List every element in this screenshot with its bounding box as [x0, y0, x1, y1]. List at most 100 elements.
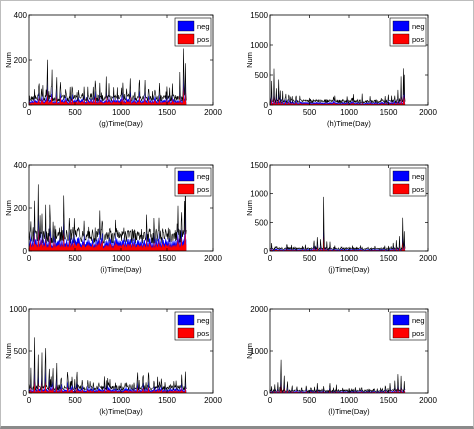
x-tick-label: 1500 [158, 396, 176, 405]
y-axis-label: Num [4, 200, 13, 216]
x-axis-label: (h)Time(Day) [327, 119, 371, 128]
legend-label-neg: neg [412, 22, 425, 31]
y-tick-label: 500 [255, 218, 269, 227]
y-tick-label: 1000 [250, 190, 268, 199]
x-axis-label: (k)Time(Day) [99, 407, 143, 416]
y-tick-label: 0 [23, 389, 28, 398]
x-tick-label: 0 [27, 108, 32, 117]
y-axis-label: Num [4, 52, 13, 68]
legend-label-neg: neg [197, 316, 210, 325]
y-tick-label: 1000 [250, 41, 268, 50]
series-neg-k [29, 359, 187, 393]
x-tick-label: 1500 [380, 396, 398, 405]
y-tick-label: 1000 [250, 347, 268, 356]
legend-swatch-neg [392, 20, 410, 32]
x-axis-label: (i)Time(Day) [100, 265, 142, 274]
x-tick-label: 2000 [204, 254, 222, 263]
y-axis-label: Num [245, 52, 254, 68]
series-trace-l [269, 359, 406, 394]
x-axis-label: (l)Time(Day) [328, 407, 370, 416]
y-tick-label: 400 [14, 11, 28, 20]
x-tick-label: 0 [268, 396, 273, 405]
legend-label-pos: pos [197, 35, 209, 44]
x-tick-label: 2000 [204, 396, 222, 405]
series-pos-h [270, 94, 406, 105]
y-tick-label: 400 [14, 161, 28, 170]
x-axis-label: (g)Time(Day) [99, 119, 143, 128]
legend-k: neg pos [174, 311, 212, 341]
x-tick-label: 1500 [380, 254, 398, 263]
y-tick-label: 200 [14, 56, 28, 65]
subplot-i: 0 500 1000 1500 2000 0 200 400 (i)Time(Day) Num ne… [4, 161, 222, 274]
y-tick-label: 0 [264, 247, 269, 256]
x-tick-label: 1500 [380, 108, 398, 117]
y-tick-label: 0 [264, 101, 269, 110]
series-trace-g [28, 48, 187, 103]
y-tick-label: 0 [23, 247, 28, 256]
series-trace-i [28, 174, 187, 244]
series-trace-k [28, 337, 187, 392]
legend-i: neg pos [174, 167, 212, 197]
x-tick-label: 1000 [112, 396, 130, 405]
y-tick-label: 500 [255, 71, 269, 80]
legend-g: neg pos [174, 17, 212, 47]
y-tick-label: 1500 [250, 161, 268, 170]
x-axis-label: (j)Time(Day) [328, 265, 370, 274]
legend-label-pos: pos [412, 185, 424, 194]
x-tick-label: 1000 [340, 254, 358, 263]
x-tick-label: 1000 [340, 396, 358, 405]
y-tick-label: 2000 [250, 305, 268, 314]
y-tick-label: 0 [23, 101, 28, 110]
legend-label-neg: neg [412, 316, 425, 325]
legend-swatch-neg [392, 170, 410, 182]
x-tick-label: 500 [68, 108, 82, 117]
legend-label-neg: neg [197, 172, 210, 181]
x-tick-label: 1500 [158, 254, 176, 263]
legend-h: neg pos [389, 17, 427, 47]
x-tick-label: 2000 [204, 108, 222, 117]
y-tick-label: 0 [264, 389, 269, 398]
legend-label-pos: pos [197, 329, 209, 338]
y-tick-label: 500 [14, 347, 28, 356]
subplot-g: 0 500 1000 1500 2000 0 200 400 (g)Time(Day) Num ne… [4, 11, 222, 128]
legend-label-pos: pos [412, 35, 424, 44]
x-tick-label: 500 [68, 396, 82, 405]
series-trace-j [269, 196, 406, 251]
x-tick-label: 1000 [340, 108, 358, 117]
x-tick-label: 0 [27, 396, 32, 405]
legend-swatch-neg [177, 20, 195, 32]
y-tick-label: 1500 [250, 11, 268, 20]
y-tick-label: 1000 [9, 305, 27, 314]
x-tick-label: 0 [27, 254, 32, 263]
legend-swatch-pos [177, 327, 195, 339]
legend-swatch-neg [177, 314, 195, 326]
y-tick-label: 200 [14, 204, 28, 213]
legend-label-neg: neg [412, 172, 425, 181]
x-tick-label: 2000 [419, 254, 437, 263]
y-axis-label: Num [245, 343, 254, 359]
subplot-l: 0 500 1000 1500 2000 0 1000 2000 (l)Time(Day) Num… [245, 305, 437, 416]
x-tick-label: 500 [68, 254, 82, 263]
series-neg-i [29, 205, 187, 251]
x-tick-label: 500 [303, 254, 317, 263]
legend-swatch-pos [392, 183, 410, 195]
x-tick-label: 2000 [419, 108, 437, 117]
x-tick-label: 500 [303, 396, 317, 405]
legend-l: neg pos [389, 311, 427, 341]
x-tick-label: 1500 [158, 108, 176, 117]
legend-label-pos: pos [412, 329, 424, 338]
legend-label-pos: pos [197, 185, 209, 194]
legend-swatch-pos [392, 33, 410, 45]
series-pos-k [29, 376, 187, 393]
subplot-j: 0 500 1000 1500 2000 0 500 1000 1500 (j)Time(Day)… [245, 161, 437, 274]
subplot-h: 0 500 1000 1500 2000 0 500 1000 1500 (h)Time(Day)… [245, 11, 437, 128]
legend-swatch-pos [177, 33, 195, 45]
x-tick-label: 1000 [112, 254, 130, 263]
x-tick-label: 1000 [112, 108, 130, 117]
series-pos-i [29, 224, 187, 251]
x-tick-label: 2000 [419, 396, 437, 405]
x-tick-label: 0 [268, 254, 273, 263]
legend-label-neg: neg [197, 22, 210, 31]
